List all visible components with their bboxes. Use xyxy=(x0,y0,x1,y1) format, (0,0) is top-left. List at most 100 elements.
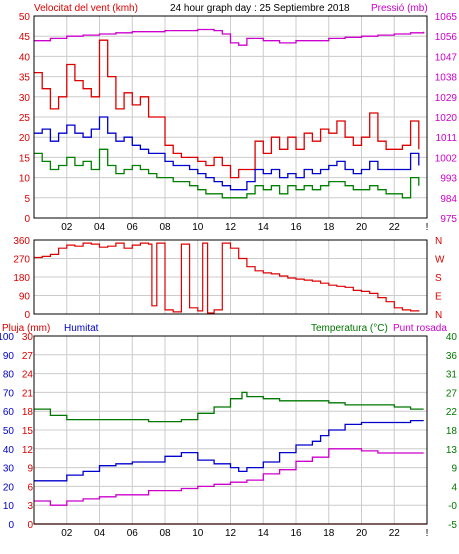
series-line xyxy=(34,116,420,191)
pressure-tick-label: 1038 xyxy=(435,73,458,84)
wind-tick-label: 20 xyxy=(19,133,31,144)
humidity-tick-label: 80 xyxy=(3,370,15,381)
wind-tick-label: 50 xyxy=(19,12,31,23)
temperature-tick-label: -0 xyxy=(448,501,457,512)
pressure-tick-label: 1011 xyxy=(435,133,457,144)
x-tick-label: 22 xyxy=(389,222,401,233)
plot-frame xyxy=(33,15,428,219)
direction-tick-label: 90 xyxy=(19,292,31,303)
pressure-tick-label: 1065 xyxy=(435,12,458,23)
direction-line xyxy=(34,242,420,314)
pressure-tick-label: 1047 xyxy=(435,52,458,63)
pressure-axis-label: Pressió (mb) xyxy=(371,3,428,14)
direction-tick-label: 270 xyxy=(13,255,30,266)
pressure-tick-label: 984 xyxy=(440,194,457,205)
series-line xyxy=(34,419,424,482)
x-tick-label: 06 xyxy=(127,528,139,539)
temperature-tick-label: 22 xyxy=(446,407,458,418)
rain-tick-label: 24 xyxy=(22,370,34,381)
humidity-tick-label: 10 xyxy=(3,501,15,512)
humidity-axis-label: Humitat xyxy=(64,323,99,334)
compass-letter: E xyxy=(435,292,442,303)
humidity-tick-label: 50 xyxy=(3,426,15,437)
wind-tick-label: 0 xyxy=(24,214,30,225)
x-tick-label: 16 xyxy=(290,222,302,233)
x-tick-label: 04 xyxy=(94,222,106,233)
x-tick-label: ! xyxy=(426,528,429,539)
wind-tick-label: 5 xyxy=(24,194,30,205)
x-tick-label: 20 xyxy=(356,528,368,539)
humidity-tick-label: 90 xyxy=(3,351,15,362)
wind-tick-label: 10 xyxy=(19,174,31,185)
series-line xyxy=(34,391,424,423)
x-tick-label: 18 xyxy=(323,528,335,539)
temperature-tick-label: 36 xyxy=(446,351,458,362)
pressure-tick-label: 1029 xyxy=(435,93,458,104)
humidity-tick-label: 0 xyxy=(8,520,14,531)
pressure-tick-label: 1002 xyxy=(435,153,458,164)
wind-tick-label: 25 xyxy=(19,113,31,124)
rain-tick-label: 3 xyxy=(27,501,33,512)
humidity-tick-label: 70 xyxy=(3,388,15,399)
x-tick-label: ! xyxy=(426,222,429,233)
temperature-tick-label: 31 xyxy=(446,370,458,381)
rain-tick-label: 18 xyxy=(22,407,34,418)
plot-frame xyxy=(33,335,428,525)
rain-tick-label: 0 xyxy=(27,520,33,531)
wind-tick-label: 45 xyxy=(19,32,31,43)
compass-letter: S xyxy=(435,273,442,284)
temperature-tick-label: 4 xyxy=(451,482,457,493)
x-tick-label: 12 xyxy=(225,528,237,539)
direction-tick-label: 0 xyxy=(24,310,30,321)
plot-frame xyxy=(33,239,428,315)
rain-tick-label: 27 xyxy=(22,351,34,362)
series-line xyxy=(34,39,420,179)
x-tick-label: 06 xyxy=(127,222,139,233)
pressure-tick-label: 1056 xyxy=(435,32,458,43)
temperature-tick-label: -5 xyxy=(448,520,457,531)
rain-tick-label: 6 xyxy=(27,482,33,493)
x-tick-label: 22 xyxy=(389,528,401,539)
x-tick-label: 14 xyxy=(258,222,270,233)
x-tick-label: 12 xyxy=(225,222,237,233)
direction-tick-label: 180 xyxy=(13,273,30,284)
humidity-tick-label: 100 xyxy=(0,332,14,343)
humidity-tick-label: 30 xyxy=(3,464,15,475)
rain-tick-label: 9 xyxy=(27,464,33,475)
temperature-tick-label: 27 xyxy=(446,388,458,399)
x-tick-label: 14 xyxy=(258,528,270,539)
x-tick-label: 04 xyxy=(94,528,106,539)
wind-axis-label: Velocitat del vent (kmh) xyxy=(34,3,138,14)
rain-tick-label: 12 xyxy=(22,445,34,456)
temperature-tick-label: 18 xyxy=(446,426,458,437)
temperature-axis-label: Temperatura (°C) xyxy=(311,323,388,334)
rain-tick-label: 15 xyxy=(22,426,34,437)
pressure-tick-label: 975 xyxy=(440,214,457,225)
x-tick-label: 08 xyxy=(159,528,171,539)
wind-tick-label: 15 xyxy=(19,153,31,164)
dewpoint-axis-label: Punt rosada xyxy=(393,323,447,334)
pressure-tick-label: 993 xyxy=(440,174,457,185)
x-tick-label: 10 xyxy=(192,222,204,233)
temperature-tick-label: 13 xyxy=(446,445,458,456)
x-tick-label: 16 xyxy=(290,528,302,539)
direction-tick-label: 360 xyxy=(13,236,30,247)
compass-letter: N xyxy=(435,310,442,321)
series-line xyxy=(34,448,424,506)
x-tick-label: 20 xyxy=(356,222,368,233)
x-tick-label: 18 xyxy=(323,222,335,233)
chart-title: 24 hour graph day : 25 Septiembre 2018 xyxy=(170,3,350,14)
rain-tick-label: 21 xyxy=(22,388,34,399)
wind-tick-label: 30 xyxy=(19,93,31,104)
series-line xyxy=(34,148,420,199)
humidity-tick-label: 60 xyxy=(3,407,15,418)
compass-letter: N xyxy=(435,236,442,247)
series-line xyxy=(34,28,425,46)
wind-tick-label: 40 xyxy=(19,52,31,63)
x-tick-label: 02 xyxy=(61,222,73,233)
temperature-tick-label: 9 xyxy=(451,464,457,475)
humidity-tick-label: 40 xyxy=(3,445,15,456)
temperature-tick-label: 40 xyxy=(446,332,458,343)
x-tick-label: 02 xyxy=(61,528,73,539)
